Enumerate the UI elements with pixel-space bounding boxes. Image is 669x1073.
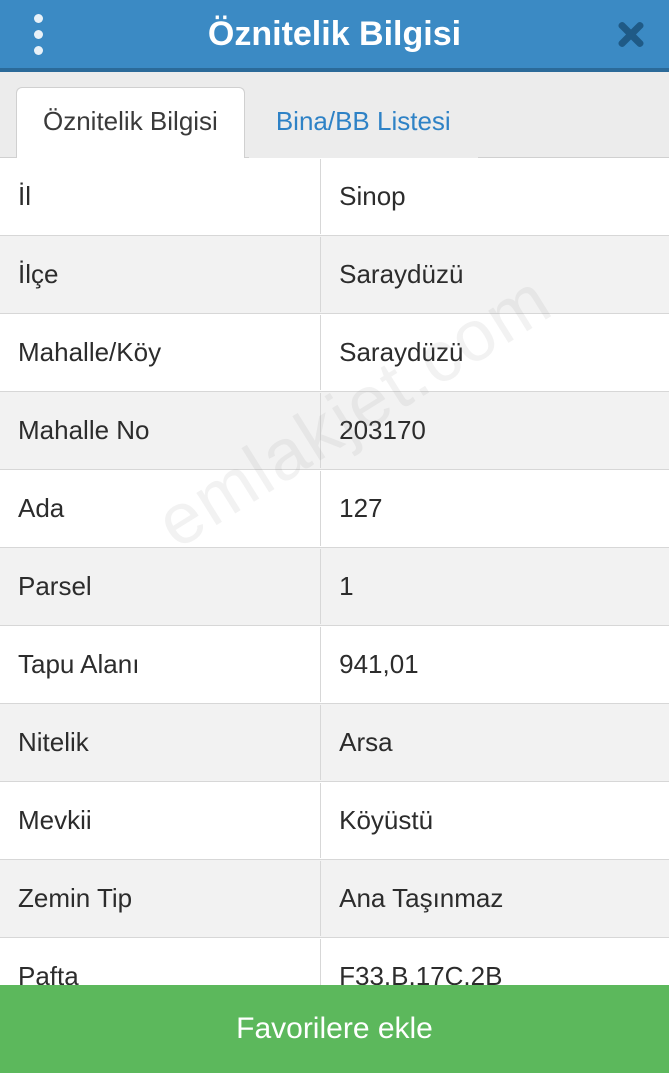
attr-value: 203170 [321, 393, 669, 468]
table-row: Mahalle/Köy Saraydüzü [0, 314, 669, 392]
table-row: İlçe Saraydüzü [0, 236, 669, 314]
table-row: Parsel 1 [0, 548, 669, 626]
attr-value: 941,01 [321, 627, 669, 702]
page-title: Öznitelik Bilgisi [58, 15, 611, 54]
attr-label: Mahalle No [0, 393, 321, 468]
attr-label: Tapu Alanı [0, 627, 321, 702]
attr-label: Parsel [0, 549, 321, 624]
tab-attribute-info[interactable]: Öznitelik Bilgisi [16, 87, 245, 158]
close-icon[interactable] [611, 14, 651, 54]
attr-value: Ana Taşınmaz [321, 861, 669, 936]
table-row: Zemin Tip Ana Taşınmaz [0, 860, 669, 938]
table-row: Nitelik Arsa [0, 704, 669, 782]
attr-label: Nitelik [0, 705, 321, 780]
menu-dots-icon[interactable] [18, 9, 58, 59]
table-row: Mevkii Köyüstü [0, 782, 669, 860]
attr-value: Saraydüzü [321, 237, 669, 312]
table-row: Tapu Alanı 941,01 [0, 626, 669, 704]
add-favorites-button[interactable]: Favorilere ekle [0, 985, 669, 1073]
attr-label: İlçe [0, 237, 321, 312]
table-row: İl Sinop [0, 158, 669, 236]
attr-value: Sinop [321, 159, 669, 234]
table-row: Mahalle No 203170 [0, 392, 669, 470]
attr-label: İl [0, 159, 321, 234]
attr-value: 127 [321, 471, 669, 546]
table-row: Ada 127 [0, 470, 669, 548]
tabs-bar: Öznitelik Bilgisi Bina/BB Listesi [0, 72, 669, 158]
attr-label: Mahalle/Köy [0, 315, 321, 390]
attr-label: Ada [0, 471, 321, 546]
attr-label: Zemin Tip [0, 861, 321, 936]
attr-value: 1 [321, 549, 669, 624]
attr-value: Köyüstü [321, 783, 669, 858]
attr-value: Arsa [321, 705, 669, 780]
attr-value: Saraydüzü [321, 315, 669, 390]
attr-label: Mevkii [0, 783, 321, 858]
header-bar: Öznitelik Bilgisi [0, 0, 669, 72]
attribute-table: İl Sinop İlçe Saraydüzü Mahalle/Köy Sara… [0, 158, 669, 1016]
tab-bina-bb-list[interactable]: Bina/BB Listesi [249, 87, 478, 158]
